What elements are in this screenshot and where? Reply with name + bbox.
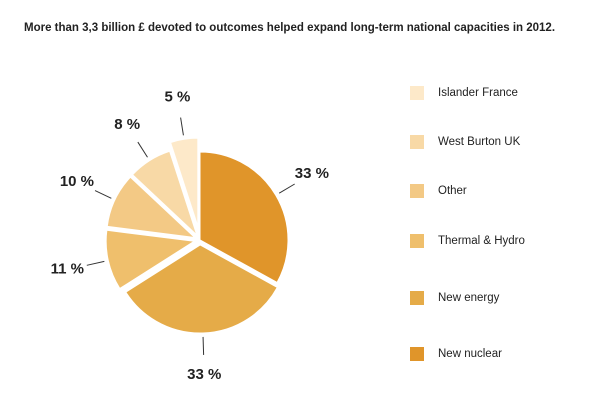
legend-label: Islander France (438, 87, 518, 99)
legend-label: Thermal & Hydro (438, 235, 525, 247)
pie-slice (105, 229, 196, 290)
leader-line (180, 117, 184, 136)
legend-swatch (410, 135, 424, 149)
pie-slice (169, 137, 199, 227)
leader-line (94, 190, 112, 199)
chart-title: More than 3,3 billion £ devoted to outco… (24, 22, 555, 34)
pie-slice (106, 176, 197, 239)
pie-slice (199, 151, 289, 284)
value-label: 5 % (165, 89, 191, 106)
legend-label: New nuclear (438, 348, 502, 360)
legend-swatch (410, 184, 424, 198)
legend-label: Other (438, 185, 467, 197)
value-label: 8 % (114, 116, 140, 133)
value-label: 33 % (295, 165, 329, 182)
pie-slice (125, 244, 278, 334)
legend-swatch (410, 86, 424, 100)
leader-line (278, 183, 295, 194)
value-label: 11 % (51, 261, 84, 278)
legend-label: West Burton UK (438, 136, 521, 148)
pie-slice (131, 150, 198, 236)
legend-swatch (410, 347, 424, 361)
leader-line (137, 141, 148, 158)
leader-line (86, 260, 105, 266)
value-label: 33 % (187, 366, 221, 383)
legend-swatch (410, 291, 424, 305)
value-label: 10 % (60, 173, 94, 190)
leader-line (202, 336, 205, 355)
legend-label: New energy (438, 292, 500, 304)
legend-swatch (410, 234, 424, 248)
